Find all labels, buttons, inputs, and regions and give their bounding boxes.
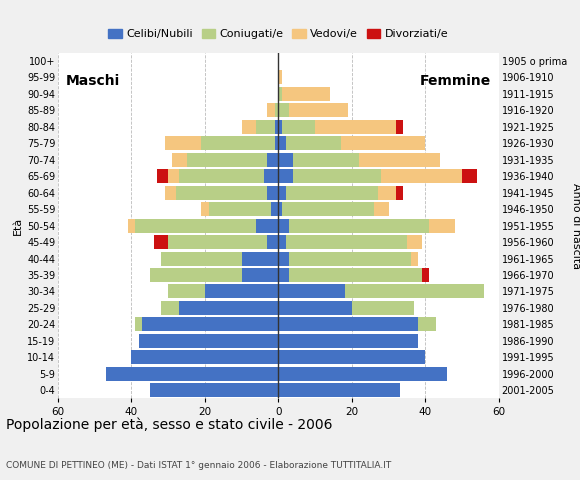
- Bar: [286, 136, 341, 150]
- Bar: [374, 202, 389, 216]
- Bar: [396, 120, 403, 134]
- Bar: [278, 218, 289, 233]
- Bar: [278, 87, 282, 101]
- Bar: [275, 136, 278, 150]
- Bar: [293, 153, 359, 167]
- Bar: [345, 285, 484, 299]
- Text: Maschi: Maschi: [66, 74, 119, 88]
- Bar: [359, 153, 440, 167]
- Bar: [278, 301, 352, 315]
- Bar: [201, 136, 275, 150]
- Bar: [172, 153, 187, 167]
- Bar: [411, 252, 418, 265]
- Bar: [282, 202, 374, 216]
- Bar: [157, 169, 168, 183]
- Bar: [396, 186, 403, 200]
- Bar: [286, 186, 378, 200]
- Bar: [407, 235, 422, 249]
- Bar: [150, 268, 242, 282]
- Bar: [278, 252, 289, 265]
- Text: Popolazione per età, sesso e stato civile - 2006: Popolazione per età, sesso e stato civil…: [6, 418, 332, 432]
- Bar: [161, 252, 242, 265]
- Bar: [267, 153, 278, 167]
- Bar: [315, 120, 396, 134]
- Bar: [278, 186, 286, 200]
- Bar: [271, 202, 278, 216]
- Bar: [278, 350, 425, 364]
- Bar: [242, 252, 278, 265]
- Y-axis label: Anno di nascita: Anno di nascita: [571, 182, 580, 269]
- Bar: [168, 169, 179, 183]
- Bar: [278, 367, 447, 381]
- Bar: [381, 169, 462, 183]
- Bar: [165, 186, 176, 200]
- Bar: [275, 103, 278, 118]
- Bar: [282, 87, 330, 101]
- Bar: [293, 169, 381, 183]
- Bar: [267, 235, 278, 249]
- Bar: [278, 202, 282, 216]
- Bar: [201, 202, 209, 216]
- Bar: [106, 367, 278, 381]
- Bar: [150, 383, 278, 397]
- Bar: [256, 218, 278, 233]
- Bar: [154, 235, 168, 249]
- Bar: [278, 317, 418, 331]
- Bar: [278, 383, 400, 397]
- Bar: [289, 103, 348, 118]
- Bar: [242, 120, 256, 134]
- Bar: [289, 218, 429, 233]
- Bar: [429, 218, 455, 233]
- Bar: [282, 120, 315, 134]
- Bar: [143, 317, 278, 331]
- Bar: [205, 285, 278, 299]
- Bar: [278, 334, 418, 348]
- Bar: [242, 268, 278, 282]
- Bar: [128, 218, 135, 233]
- Bar: [139, 334, 278, 348]
- Bar: [289, 252, 411, 265]
- Bar: [168, 235, 267, 249]
- Bar: [168, 285, 205, 299]
- Bar: [264, 169, 278, 183]
- Bar: [161, 301, 179, 315]
- Bar: [418, 317, 436, 331]
- Legend: Celibi/Nubili, Coniugati/e, Vedovi/e, Divorziati/e: Celibi/Nubili, Coniugati/e, Vedovi/e, Di…: [104, 24, 453, 44]
- Bar: [267, 103, 275, 118]
- Bar: [422, 268, 429, 282]
- Bar: [278, 268, 289, 282]
- Bar: [278, 71, 282, 84]
- Text: COMUNE DI PETTINEO (ME) - Dati ISTAT 1° gennaio 2006 - Elaborazione TUTTITALIA.I: COMUNE DI PETTINEO (ME) - Dati ISTAT 1° …: [6, 461, 391, 470]
- Bar: [209, 202, 271, 216]
- Bar: [135, 218, 256, 233]
- Bar: [132, 350, 278, 364]
- Bar: [341, 136, 425, 150]
- Bar: [286, 235, 407, 249]
- Bar: [267, 186, 278, 200]
- Bar: [289, 268, 422, 282]
- Bar: [278, 235, 286, 249]
- Bar: [179, 169, 264, 183]
- Y-axis label: Età: Età: [13, 216, 23, 235]
- Bar: [278, 103, 289, 118]
- Bar: [187, 153, 267, 167]
- Bar: [135, 317, 143, 331]
- Bar: [176, 186, 267, 200]
- Bar: [165, 136, 201, 150]
- Bar: [278, 136, 286, 150]
- Bar: [278, 153, 293, 167]
- Bar: [378, 186, 396, 200]
- Text: Femmine: Femmine: [420, 74, 491, 88]
- Bar: [278, 120, 282, 134]
- Bar: [275, 120, 278, 134]
- Bar: [278, 285, 345, 299]
- Bar: [179, 301, 278, 315]
- Bar: [352, 301, 414, 315]
- Bar: [256, 120, 275, 134]
- Bar: [278, 169, 293, 183]
- Bar: [462, 169, 477, 183]
